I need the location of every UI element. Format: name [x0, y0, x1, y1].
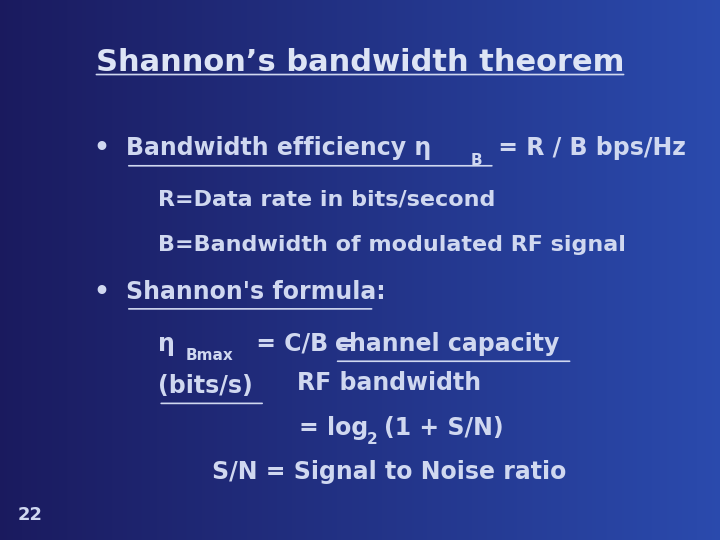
Text: η: η — [158, 332, 175, 356]
Text: RF bandwidth: RF bandwidth — [297, 372, 481, 395]
Text: Bmax: Bmax — [186, 348, 233, 363]
Text: B=Bandwidth of modulated RF signal: B=Bandwidth of modulated RF signal — [158, 234, 626, 255]
Text: •: • — [94, 137, 109, 160]
Text: B: B — [470, 153, 482, 168]
Text: S/N = Signal to Noise ratio: S/N = Signal to Noise ratio — [212, 460, 566, 484]
Text: Shannon's formula:: Shannon's formula: — [126, 280, 386, 303]
Text: = C/B =: = C/B = — [248, 332, 365, 356]
Text: = R / B bps/Hz: = R / B bps/Hz — [490, 137, 686, 160]
Text: (1 + S/N): (1 + S/N) — [384, 416, 504, 440]
Text: (bits/s): (bits/s) — [158, 374, 253, 398]
Text: channel capacity: channel capacity — [335, 332, 559, 356]
Text: 2: 2 — [366, 432, 377, 447]
Text: 22: 22 — [18, 506, 43, 524]
Text: Shannon’s bandwidth theorem: Shannon’s bandwidth theorem — [96, 48, 624, 77]
Text: Bandwidth efficiency η: Bandwidth efficiency η — [126, 137, 431, 160]
Text: = log: = log — [299, 416, 368, 440]
Text: •: • — [94, 280, 109, 303]
Text: R=Data rate in bits/second: R=Data rate in bits/second — [158, 190, 496, 210]
